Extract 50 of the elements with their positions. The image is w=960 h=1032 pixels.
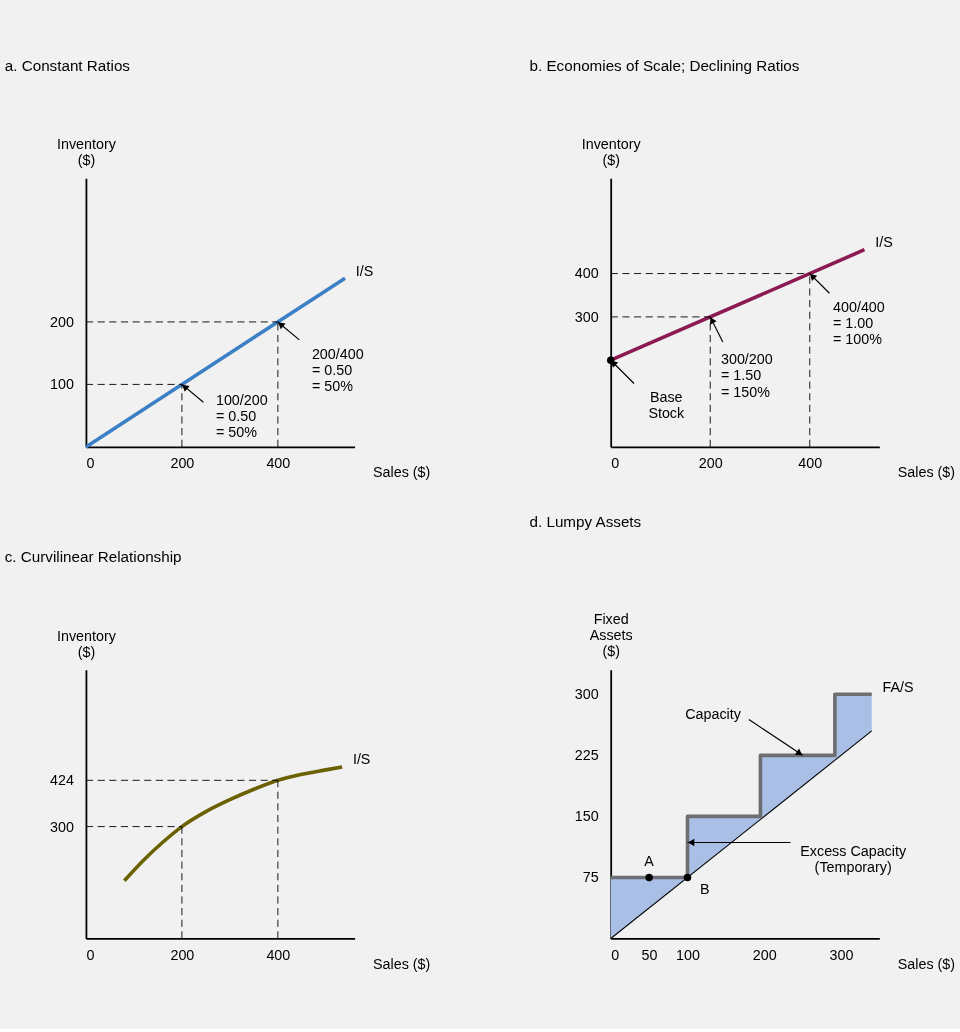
x-tick-label: 400 xyxy=(798,454,823,471)
x-tick-label: 200 xyxy=(698,454,723,471)
y-tick-label: 150 xyxy=(574,808,599,825)
annotation: Capacity xyxy=(685,705,742,722)
x-tick-label: 400 xyxy=(266,946,291,963)
annotation: 200/400 = 0.50 = 50% xyxy=(311,345,364,394)
annotation: Base Stock xyxy=(648,389,686,422)
x-tick-label: 0 xyxy=(86,946,95,963)
x-tick-label: 200 xyxy=(170,454,195,471)
x-tick-label: 0 xyxy=(611,946,620,963)
x-tick-label: 400 xyxy=(266,454,291,471)
annotation: 300/200 = 1.50 = 150% xyxy=(720,351,773,400)
x-tick-label: 50 xyxy=(641,946,658,963)
x-tick-label: 200 xyxy=(752,946,777,963)
x-tick-label: 0 xyxy=(611,454,620,471)
chart-title: c. Curvilinear Relationship xyxy=(4,548,182,566)
series-label: FA/S xyxy=(882,678,914,695)
y-tick-label: 424 xyxy=(49,772,74,789)
annotation: B xyxy=(700,881,710,898)
x-axis-title: Sales ($) xyxy=(372,463,431,480)
chart-title: a. Constant Ratios xyxy=(4,56,131,74)
chart-title: b. Economies of Scale; Declining Ratios xyxy=(529,56,800,74)
x-tick-label: 0 xyxy=(86,454,95,471)
x-axis-title: Sales ($) xyxy=(372,955,431,972)
y-tick-label: 300 xyxy=(574,686,599,703)
x-tick-label: 100 xyxy=(676,946,700,963)
annotation: A xyxy=(644,852,655,869)
x-tick-label: 200 xyxy=(170,946,195,963)
y-tick-label: 200 xyxy=(49,313,74,330)
x-axis-title: Sales ($) xyxy=(897,955,956,972)
y-tick-label: 300 xyxy=(49,818,74,835)
y-axis-title: Inventory ($) xyxy=(581,136,642,169)
series-label: I/S xyxy=(875,234,893,251)
y-axis-title: Fixed Assets ($) xyxy=(589,610,633,659)
y-tick-label: 400 xyxy=(574,265,599,282)
y-tick-label: 75 xyxy=(582,869,599,886)
y-tick-label: 225 xyxy=(574,747,599,764)
x-tick-label: 300 xyxy=(829,946,854,963)
y-tick-label: 100 xyxy=(49,376,74,393)
y-axis-title: Inventory ($) xyxy=(56,627,117,660)
x-axis-title: Sales ($) xyxy=(897,463,956,480)
chart-title: d. Lumpy Assets xyxy=(529,513,642,531)
series-label: I/S xyxy=(355,262,374,279)
annotation: Excess Capacity (Temporary) xyxy=(800,842,907,876)
annotation: 100/200 = 0.50 = 50% xyxy=(215,392,268,441)
series-label: I/S xyxy=(352,751,371,768)
annotation: 400/400 = 1.00 = 100% xyxy=(833,299,885,348)
y-tick-label: 300 xyxy=(574,308,599,325)
y-axis-title: Inventory ($) xyxy=(56,136,117,169)
line-series xyxy=(122,765,344,883)
